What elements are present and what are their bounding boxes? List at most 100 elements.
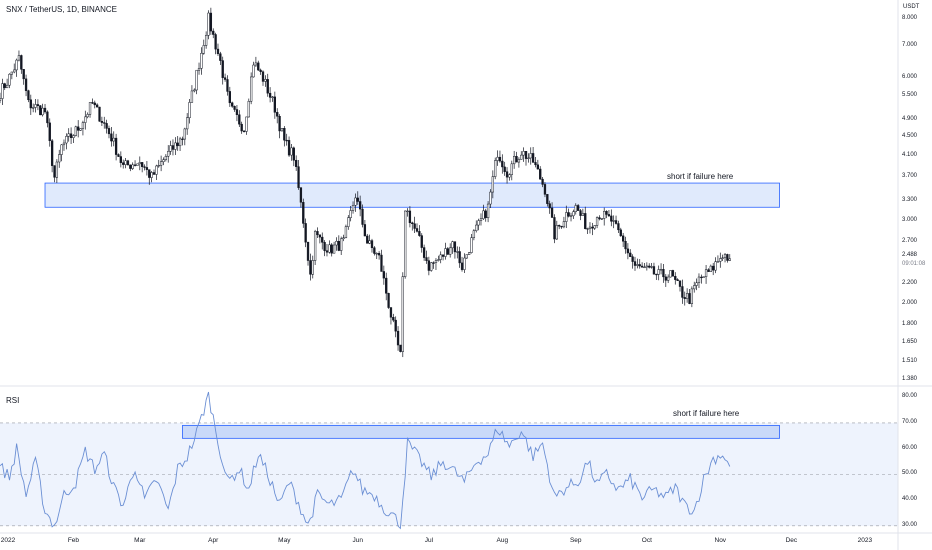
candle	[387, 292, 390, 309]
candle	[396, 326, 400, 351]
candle	[3, 82, 6, 91]
candle	[368, 234, 371, 245]
candle	[22, 69, 25, 85]
candle	[238, 110, 241, 127]
candle	[278, 114, 281, 139]
candle	[93, 100, 96, 109]
candle	[562, 216, 566, 229]
candle	[50, 139, 54, 173]
candle	[586, 227, 589, 235]
candle	[316, 227, 319, 238]
candle	[176, 136, 179, 151]
price-zone-rect[interactable]	[44, 182, 780, 208]
candle	[34, 98, 37, 113]
candle	[415, 223, 419, 233]
candle	[716, 255, 720, 263]
candle	[157, 159, 160, 168]
candle	[0, 92, 2, 104]
rsi-line	[0, 391, 731, 530]
currency-label: USDT	[903, 4, 920, 10]
candle	[425, 250, 428, 264]
candle	[29, 94, 32, 115]
candle	[427, 256, 431, 276]
candle	[465, 254, 468, 259]
candle	[683, 291, 686, 306]
price-tick-0: 8.000	[902, 15, 918, 22]
candle	[579, 209, 582, 221]
candle	[584, 206, 587, 230]
candle	[482, 204, 485, 221]
rsi-tick-5: 30.00	[902, 521, 918, 528]
candle	[444, 242, 447, 260]
candle	[271, 96, 274, 102]
candle	[728, 254, 731, 262]
candle	[595, 216, 599, 229]
candle	[600, 218, 603, 220]
candle	[449, 243, 452, 258]
candle	[257, 60, 260, 71]
candle	[659, 263, 663, 275]
candle	[723, 252, 727, 263]
candle	[159, 155, 163, 172]
candle	[65, 133, 68, 150]
candle	[697, 273, 701, 289]
candle	[39, 105, 42, 116]
candle	[340, 236, 343, 255]
candle	[401, 272, 404, 358]
candle	[95, 103, 99, 108]
candle	[74, 125, 77, 137]
candle	[46, 110, 49, 128]
candle	[707, 268, 710, 272]
time-tick-11: Dec	[785, 537, 798, 544]
candle	[693, 281, 696, 293]
candle	[231, 101, 234, 108]
candle	[266, 73, 269, 97]
candle	[667, 274, 670, 284]
candle	[318, 234, 322, 244]
time-tick-2: Mar	[134, 537, 146, 544]
candle	[48, 118, 51, 147]
candle	[100, 116, 104, 126]
candle	[141, 162, 144, 173]
candle	[10, 71, 13, 80]
candle	[520, 151, 523, 160]
candle	[709, 264, 712, 272]
time-tick-5: Jun	[352, 537, 364, 544]
time-tick-12: 2023	[857, 537, 873, 544]
rsi-band	[0, 422, 898, 526]
candle	[107, 125, 111, 139]
candle	[681, 279, 684, 304]
candle	[285, 133, 288, 146]
candle	[598, 215, 601, 221]
candle	[534, 157, 537, 168]
candle	[207, 10, 210, 40]
candle	[126, 159, 130, 166]
candle	[290, 144, 293, 161]
price-tick-1: 7.000	[902, 42, 918, 49]
candle	[188, 99, 191, 124]
candle	[503, 161, 506, 176]
candle	[5, 78, 9, 89]
candle	[494, 157, 497, 180]
candle	[392, 313, 395, 323]
price-tick-8: 3.300	[902, 196, 918, 203]
price-tick-4: 4.900	[902, 115, 918, 122]
candle	[633, 256, 637, 271]
candle	[629, 249, 632, 257]
candle	[501, 154, 504, 174]
price-tick-14: 1.650	[902, 339, 918, 346]
rsi-zone-rect[interactable]	[182, 425, 780, 439]
candle	[432, 261, 435, 269]
candle	[309, 253, 312, 281]
candle	[643, 263, 646, 269]
candle	[546, 194, 549, 207]
candle	[678, 280, 682, 292]
candle	[17, 50, 21, 62]
candle	[273, 91, 276, 119]
candle	[648, 263, 651, 269]
candle	[619, 227, 622, 237]
candle	[242, 130, 246, 133]
candle	[719, 252, 722, 268]
candle	[335, 237, 338, 251]
candle	[498, 150, 502, 163]
